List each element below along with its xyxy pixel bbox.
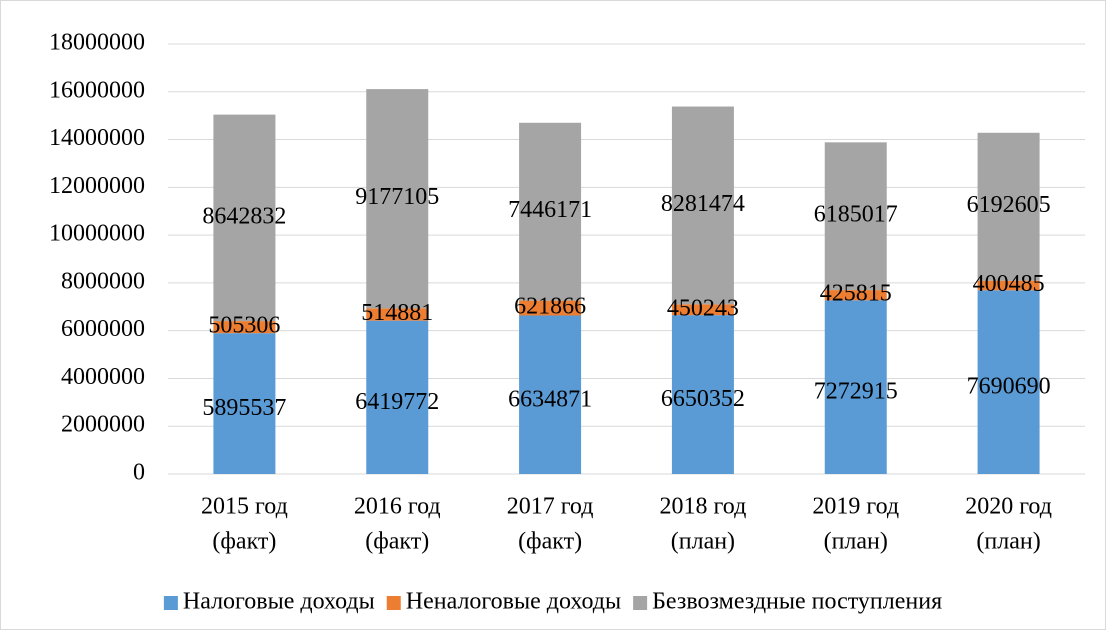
bar-segment (671, 315, 734, 474)
bar-segment (519, 122, 582, 301)
x-tick-label: 2016 год (354, 494, 441, 520)
data-label: 6634871 (508, 386, 592, 412)
bar-segment (977, 132, 1040, 281)
bar-segment (366, 308, 429, 321)
y-tick-label: 18000000 (49, 30, 145, 56)
x-tick-label: 2019 год (812, 494, 899, 520)
y-tick-label: 14000000 (49, 125, 145, 151)
legend-item: Неналоговые доходы (386, 589, 621, 615)
y-tick-label: 4000000 (61, 364, 145, 390)
x-tick-label: (план) (976, 529, 1040, 555)
y-tick-label: 10000000 (49, 221, 145, 247)
x-tick-label: (факт) (365, 529, 429, 555)
y-tick-label: 8000000 (61, 268, 145, 294)
bar-segment (977, 290, 1040, 474)
data-label: 7690690 (967, 374, 1051, 400)
bar-segment (824, 300, 887, 474)
data-label: 621866 (514, 294, 586, 320)
data-label: 7272915 (814, 379, 898, 405)
y-tick-label: 12000000 (49, 173, 145, 199)
bar-segment (824, 142, 887, 291)
legend-marker (386, 596, 401, 610)
data-label: 514881 (361, 300, 433, 326)
data-label: 6192605 (967, 192, 1051, 218)
data-label: 6650352 (661, 386, 745, 412)
legend-marker (163, 596, 178, 610)
y-tick-label: 0 (133, 460, 145, 486)
bar-segment (213, 321, 276, 334)
bar-segment (519, 315, 582, 474)
data-label: 425815 (820, 281, 892, 307)
data-label: 450243 (667, 295, 739, 321)
x-tick-label: (факт) (212, 529, 276, 555)
bar-segment (519, 300, 582, 316)
data-label: 5895537 (202, 395, 286, 421)
bar-segment (213, 333, 276, 474)
legend-item: Налоговые доходы (163, 589, 375, 615)
y-tick-label: 2000000 (61, 412, 145, 438)
data-label: 505306 (208, 313, 280, 339)
legend-label: Безвозмездные поступления (652, 589, 942, 615)
x-tick-label: (план) (671, 529, 735, 555)
data-label: 6419772 (355, 389, 439, 415)
bar-segment (213, 114, 276, 322)
bar-segment (366, 89, 429, 309)
x-tick-label: (факт) (518, 529, 582, 555)
y-tick-label: 6000000 (61, 316, 145, 342)
data-label: 8281474 (661, 191, 745, 217)
legend-marker (633, 596, 648, 610)
data-label: 7446171 (508, 197, 592, 223)
x-tick-label: 2020 год (965, 494, 1052, 520)
bar-segment (824, 290, 887, 301)
y-tick-label: 16000000 (49, 77, 145, 103)
legend-label: Налоговые доходы (183, 589, 375, 615)
bar-segment (671, 304, 734, 316)
data-label: 8642832 (202, 203, 286, 229)
data-label: 9177105 (355, 184, 439, 210)
legend-item: Безвозмездные поступления (633, 589, 942, 615)
data-label: 6185017 (814, 202, 898, 228)
legend-label: Неналоговые доходы (406, 589, 621, 615)
bar-segment (671, 106, 734, 305)
x-tick-label: (план) (824, 529, 888, 555)
bar-segment (366, 320, 429, 474)
x-tick-label: 2015 год (201, 494, 288, 520)
data-label: 400485 (973, 271, 1045, 297)
x-tick-label: 2017 год (507, 494, 594, 520)
bar-segment (977, 280, 1040, 291)
x-tick-label: 2018 год (660, 494, 747, 520)
